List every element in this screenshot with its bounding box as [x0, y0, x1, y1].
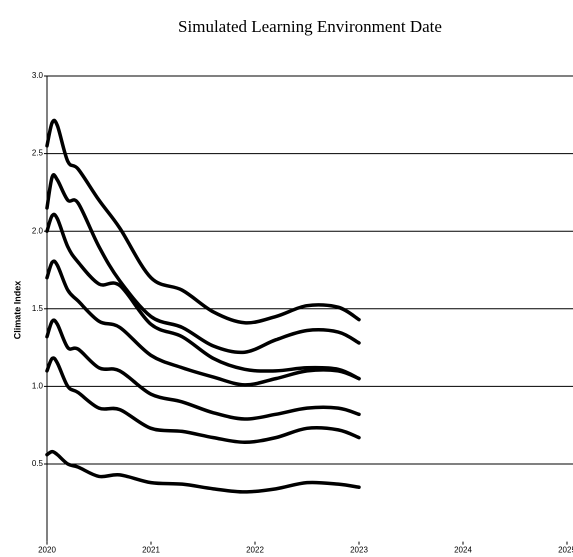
series-line — [45, 212, 361, 381]
y-tick-label: 2.5 — [32, 149, 44, 158]
y-axis-label: Climate Index — [12, 281, 22, 340]
series-line — [45, 118, 361, 325]
x-tick-label: 2025 — [558, 546, 573, 555]
series-line — [45, 356, 361, 445]
series-line — [45, 173, 361, 355]
x-tick-label: 2020 — [38, 546, 56, 555]
y-tick-label: 2.0 — [32, 226, 44, 235]
series-line — [45, 259, 361, 387]
x-tick-label: 2024 — [454, 546, 472, 555]
x-tick-label: 2023 — [350, 546, 368, 555]
y-tick-label: 0.5 — [32, 459, 44, 468]
x-tick-label: 2021 — [142, 546, 160, 555]
series-line — [45, 318, 361, 421]
y-tick-label: 1.5 — [32, 304, 44, 313]
series-line — [45, 449, 361, 494]
x-tick-label: 2022 — [246, 546, 264, 555]
chart-title: Simulated Learning Environment Date — [178, 17, 442, 36]
y-tick-label: 3.0 — [32, 71, 44, 80]
y-tick-label: 1.0 — [32, 382, 44, 391]
